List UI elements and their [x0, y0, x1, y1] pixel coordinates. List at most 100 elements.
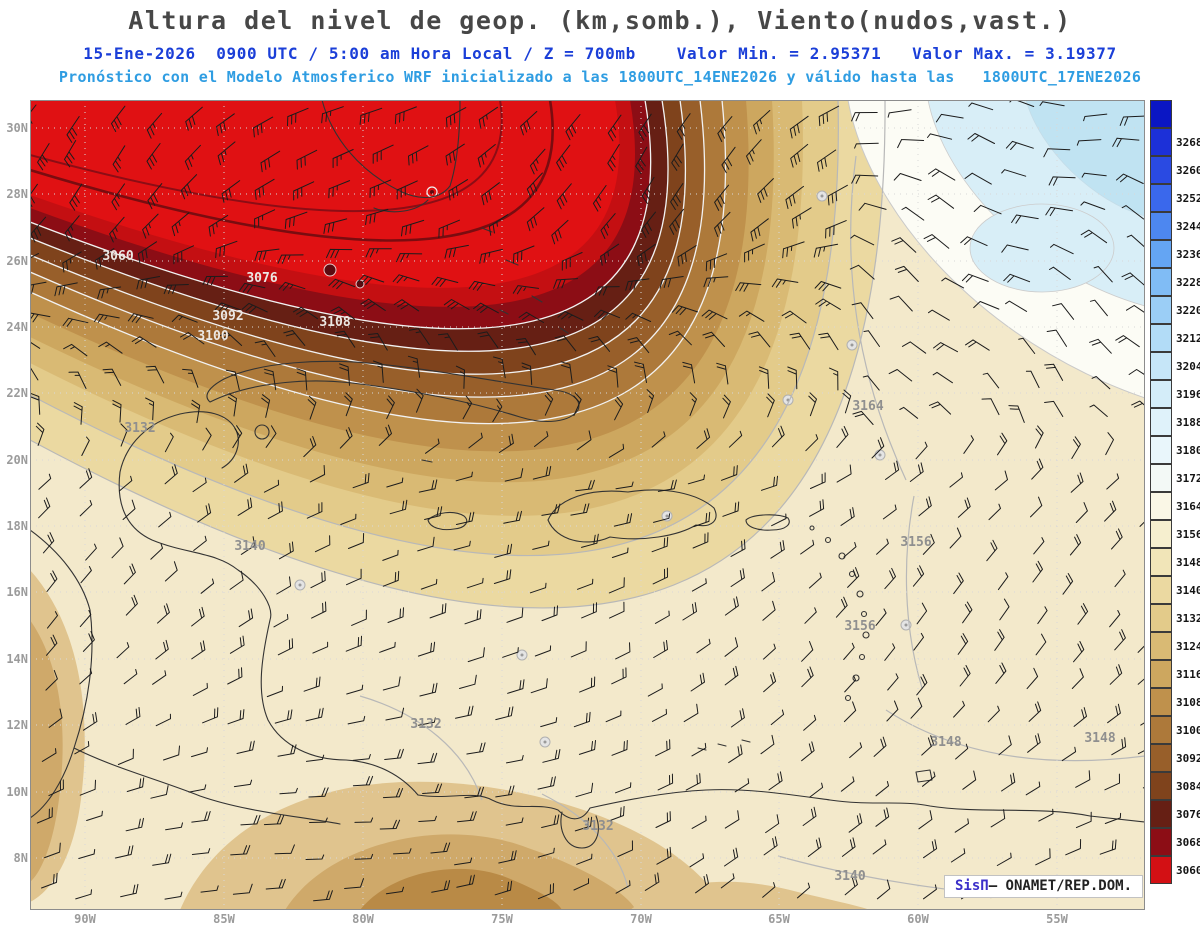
colorbar-tick-label: 3220: [1176, 303, 1200, 317]
lat-axis-label: 26N: [6, 254, 28, 268]
colorbar-segment: [1150, 212, 1172, 240]
colorbar-tick-label: 3140: [1176, 583, 1200, 597]
colorbar-row: 3244: [1150, 212, 1200, 240]
colorbar-row: 3188: [1150, 408, 1200, 436]
lat-axis-label: 28N: [6, 187, 28, 201]
contour-label: 3100: [197, 329, 228, 344]
colorbar-segment: [1150, 548, 1172, 576]
colorbar-row: 3196: [1150, 380, 1200, 408]
contour-lines: [30, 100, 1145, 893]
colorbar-tick-label: 3204: [1176, 359, 1200, 373]
colorbar-tick-label: 3100: [1176, 723, 1200, 737]
colorbar-row: 3124: [1150, 632, 1200, 660]
lon-axis-label: 85W: [213, 912, 235, 926]
terrain-shading: [30, 570, 870, 910]
colorbar-row: 3220: [1150, 296, 1200, 324]
colorbar-segment: [1150, 688, 1172, 716]
colorbar-row: 3068: [1150, 828, 1200, 856]
lat-axis-label: 24N: [6, 320, 28, 334]
colorbar-row: 3180: [1150, 436, 1200, 464]
colorbar-segment: [1150, 324, 1172, 352]
colorbar-segment: [1150, 856, 1172, 884]
colorbar-segment: [1150, 604, 1172, 632]
attribution-brand: SisΠ: [954, 878, 989, 894]
colorbar-row: 3260: [1150, 156, 1200, 184]
contour-labels: 3060 3076 3092 3100 3108 3132 3140 3164 3156 3156…: [102, 249, 1115, 884]
colorbar-tick-label: 3116: [1176, 667, 1200, 681]
colorbar-segment: [1150, 576, 1172, 604]
colorbar-tick-label: 3196: [1176, 387, 1200, 401]
colorbar-tick-label: 3164: [1176, 499, 1200, 513]
colorbar-tick-label: 3084: [1176, 779, 1200, 793]
colorbar-segment: [1150, 800, 1172, 828]
attribution-text: — ONAMET/REP.DOM.: [988, 878, 1132, 894]
lon-axis-label: 80W: [352, 912, 374, 926]
colorbar-tick-label: 3156: [1176, 527, 1200, 541]
colorbar-segment: [1150, 240, 1172, 268]
colorbar-segment: [1150, 772, 1172, 800]
lon-axis-label: 70W: [630, 912, 652, 926]
colorbar-tick-label: 3212: [1176, 331, 1200, 345]
attribution-box: SisΠ— ONAMET/REP.DOM.: [943, 875, 1143, 898]
colorbar-row: 3156: [1150, 520, 1200, 548]
colorbar-row: 3268: [1150, 128, 1200, 156]
map-wrap: 3060 3076 3092 3100 3108 3132 3140 3164 3156 3156…: [30, 100, 1145, 910]
colorbar-segment: [1150, 184, 1172, 212]
contour-label: 3108: [319, 315, 350, 330]
colorbar-row: 3148: [1150, 548, 1200, 576]
colorbar-tick-label: 3188: [1176, 415, 1200, 429]
lat-axis-label: 20N: [6, 453, 28, 467]
colorbar-tick-label: 3132: [1176, 611, 1200, 625]
colorbar-tick-label: 3068: [1176, 835, 1200, 849]
colorbar-tick-label: 3172: [1176, 471, 1200, 485]
colorbar-row: 3236: [1150, 240, 1200, 268]
colorbar-row: 3252: [1150, 184, 1200, 212]
lon-axis-label: 90W: [74, 912, 96, 926]
colorbar-segment: [1150, 156, 1172, 184]
colorbar-row: 3164: [1150, 492, 1200, 520]
contour-label: 3164: [852, 399, 883, 414]
model-init-line: Pronóstico con el Modelo Atmosferico WRF…: [58, 68, 1142, 86]
colorbar-row: 3228: [1150, 268, 1200, 296]
lat-axis-label: 8N: [13, 851, 28, 865]
colorbar-segment: [1150, 492, 1172, 520]
colorbar-segment: [1150, 268, 1172, 296]
colorbar-segment: [1150, 660, 1172, 688]
lat-axis-label: 22N: [6, 386, 28, 400]
colorbar-tick-label: 3060: [1176, 863, 1200, 877]
lat-axis-label: 30N: [6, 121, 28, 135]
colorbar-row: 3060: [1150, 856, 1200, 884]
colorbar-tick-label: 3236: [1176, 247, 1200, 261]
colorbar-row: 3116: [1150, 660, 1200, 688]
colorbar-tick-label: 3228: [1176, 275, 1200, 289]
contour-label: 3148: [1084, 731, 1115, 746]
contour-label: 3076: [246, 271, 277, 286]
colorbar-tick-label: 3108: [1176, 695, 1200, 709]
colorbar-row: 3212: [1150, 324, 1200, 352]
colorbar-row: 3204: [1150, 352, 1200, 380]
colorbar-segment: [1150, 128, 1172, 156]
wind-barbs-layer: [30, 100, 1145, 902]
colorbar-segment: [1150, 632, 1172, 660]
colorbar-row: 3092: [1150, 744, 1200, 772]
colorbar-segment: [1150, 100, 1172, 128]
contour-label: 3132: [124, 421, 155, 436]
colorbar-tick-label: 3148: [1176, 555, 1200, 569]
lon-axis-label: 65W: [768, 912, 790, 926]
colorbar-row: 3140: [1150, 576, 1200, 604]
colorbar-row: 3076: [1150, 800, 1200, 828]
colorbar-segment: [1150, 828, 1172, 856]
high-ridge-region: [847, 100, 1145, 399]
forecast-valid-line: 15-Ene-2026 0900 UTC / 5:00 am Hora Loca…: [83, 44, 1117, 63]
colorbar-row: 3100: [1150, 716, 1200, 744]
colorbar-segment: [1150, 744, 1172, 772]
colorbar-segment: [1150, 296, 1172, 324]
contour-label: 3092: [212, 309, 243, 324]
contour-label: 3132: [410, 717, 441, 732]
colorbar-tick-label: 3180: [1176, 443, 1200, 457]
colorbar-segment: [1150, 380, 1172, 408]
colorbar-segment: [1150, 716, 1172, 744]
contour-label: 3156: [844, 619, 875, 634]
colorbar-row: 3172: [1150, 464, 1200, 492]
colorbar-tick-label: 3076: [1176, 807, 1200, 821]
